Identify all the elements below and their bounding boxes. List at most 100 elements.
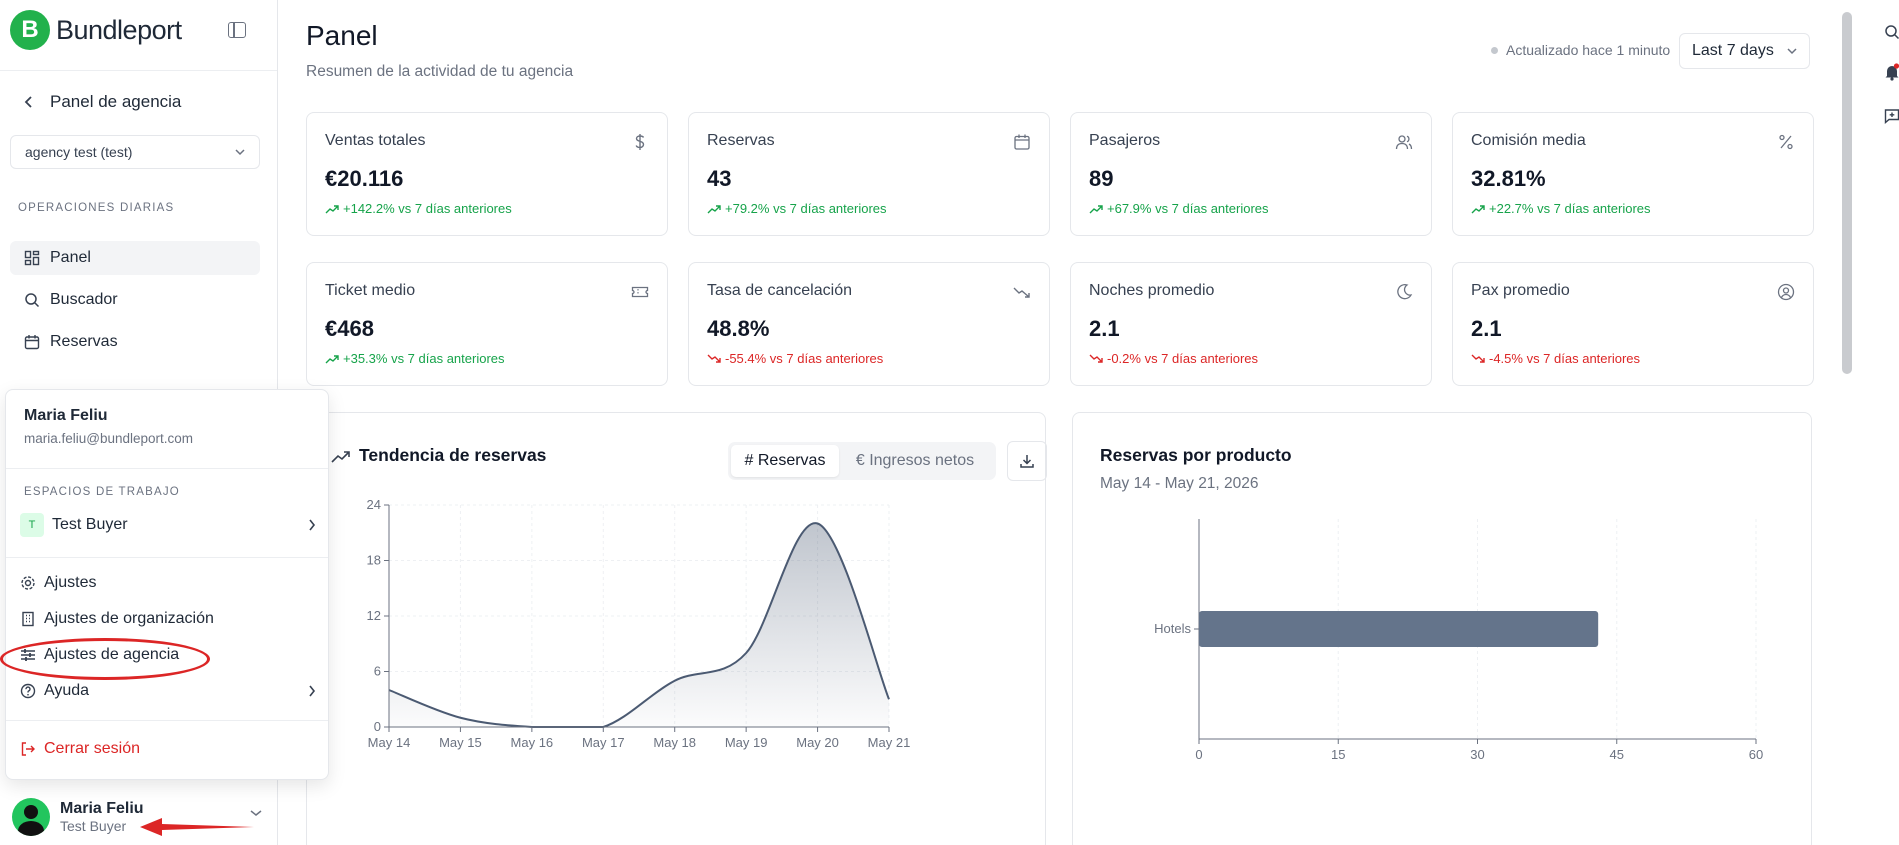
sidebar-item-label: Reservas xyxy=(50,333,118,350)
brand-logo[interactable]: B Bundleport xyxy=(10,10,182,50)
calendar-icon xyxy=(24,335,40,350)
user-footer[interactable]: Maria Feliu Test Buyer xyxy=(12,795,262,839)
menu-item-label: Ayuda xyxy=(44,682,90,699)
sidebar-toggle-icon[interactable] xyxy=(228,22,246,38)
kpi-value: 89 xyxy=(1089,166,1114,191)
bookings-by-product-subtitle: May 14 - May 21, 2026 xyxy=(1100,475,1259,492)
y-tick-label: 12 xyxy=(367,608,381,623)
kpi-delta-text: +142.2% vs 7 días anteriores xyxy=(343,201,512,216)
kpi-delta-text: +22.7% vs 7 días anteriores xyxy=(1489,201,1651,216)
download-icon xyxy=(1020,455,1034,468)
workspace-item[interactable]: T Test Buyer xyxy=(20,511,316,539)
menu-item-help[interactable]: Ayuda xyxy=(20,677,316,705)
trending-down-icon xyxy=(1013,287,1030,298)
sidebar-item-reservas[interactable]: Reservas xyxy=(10,325,260,359)
logout-button[interactable]: Cerrar sesión xyxy=(20,735,316,763)
date-range-select[interactable]: Last 7 days xyxy=(1679,33,1810,69)
kpi-value: 48.8% xyxy=(707,316,770,341)
kpi-delta-text: +35.3% vs 7 días anteriores xyxy=(343,351,505,366)
main-content: Panel Resumen de la actividad de tu agen… xyxy=(279,0,1839,845)
feedback-icon[interactable] xyxy=(1884,108,1899,124)
date-range-value: Last 7 days xyxy=(1692,42,1774,59)
bookings-trend-title: Tendencia de reservas xyxy=(359,445,547,465)
x-tick-label: 0 xyxy=(1195,747,1202,762)
x-tick-label: 60 xyxy=(1749,747,1763,762)
chevron-down-icon xyxy=(235,149,245,156)
search-icon[interactable] xyxy=(1884,24,1899,40)
dashboard-icon xyxy=(24,250,40,266)
series-line xyxy=(388,522,890,728)
chevron-down-icon xyxy=(1787,48,1797,55)
trending-up-icon xyxy=(325,354,339,363)
menu-item-settings[interactable]: Ajustes xyxy=(20,569,316,597)
bookings-trend-chart: 0 6 12 18 24 May 14 May 15 May 16 May 17 May 18 Ma… xyxy=(367,497,911,750)
kpi-delta: -4.5% vs 7 días anteriores xyxy=(1471,351,1640,366)
updated-text: Actualizado hace 1 minuto xyxy=(1506,42,1671,58)
avatar xyxy=(12,798,50,836)
bar-hotels xyxy=(1199,611,1599,647)
kpi-title: Pax promedio xyxy=(1471,282,1570,299)
user-footer-name: Maria Feliu xyxy=(60,800,144,817)
section-label-operations: OPERACIONES DIARIAS xyxy=(18,202,175,214)
trending-up-icon xyxy=(1471,204,1485,213)
bell-icon[interactable] xyxy=(1884,63,1899,81)
x-tick-label: May 21 xyxy=(868,735,911,750)
kpi-title: Ticket medio xyxy=(325,282,416,299)
kpi-card-total-sales: Ventas totales €20.116 +142.2% vs 7 días… xyxy=(306,112,668,236)
x-tick-label: May 16 xyxy=(511,735,554,750)
back-label: Panel de agencia xyxy=(50,92,182,111)
menu-item-organization-settings[interactable]: Ajustes de organización xyxy=(20,605,316,633)
dollar-icon xyxy=(635,134,645,150)
download-button[interactable] xyxy=(1007,441,1047,481)
ticket-icon xyxy=(631,286,649,298)
divider xyxy=(0,70,277,71)
sidebar-item-buscador[interactable]: Buscador xyxy=(10,283,260,317)
user-circle-icon xyxy=(1777,283,1795,301)
x-tick-label: May 18 xyxy=(653,735,696,750)
kpi-delta: +22.7% vs 7 días anteriores xyxy=(1471,201,1651,216)
page-subtitle: Resumen de la actividad de tu agencia xyxy=(306,63,574,80)
bookings-by-product-title: Reservas por producto xyxy=(1100,445,1292,465)
bookings-by-product-card: Reservas por producto May 14 - May 21, 2… xyxy=(1072,412,1812,845)
kpi-title: Pasajeros xyxy=(1089,132,1161,149)
scrollbar[interactable] xyxy=(1842,12,1852,374)
back-to-agency-panel[interactable]: Panel de agencia xyxy=(24,92,181,112)
kpi-card-cancellation-rate: Tasa de cancelación 48.8% -55.4% vs 7 dí… xyxy=(688,262,1050,386)
sidebar-item-label: Panel xyxy=(50,249,91,266)
kpi-card-bookings: Reservas 43 +79.2% vs 7 días anteriores xyxy=(688,112,1050,236)
kpi-card-avg-pax: Pax promedio 2.1 -4.5% vs 7 días anterio… xyxy=(1452,262,1814,386)
kpi-value: €20.116 xyxy=(325,166,404,191)
x-tick-label: May 14 xyxy=(368,735,411,750)
tab-net-revenue[interactable]: € Ingresos netos xyxy=(855,452,975,469)
bookings-by-product-chart: Hotels 0 15 30 45 60 xyxy=(1154,519,1763,762)
trending-up-icon xyxy=(325,204,339,213)
x-tick-label: 15 xyxy=(1331,747,1345,762)
divider xyxy=(6,468,328,469)
x-tick-label: May 20 xyxy=(796,735,839,750)
kpi-value: 43 xyxy=(707,166,732,191)
kpi-delta-text: +67.9% vs 7 días anteriores xyxy=(1107,201,1269,216)
kpi-delta: +67.9% vs 7 días anteriores xyxy=(1089,201,1269,216)
kpi-card-avg-commission: Comisión media 32.81% +22.7% vs 7 días a… xyxy=(1452,112,1814,236)
user-menu-popup: Maria Feliu maria.feliu@bundleport.com E… xyxy=(5,389,329,780)
agency-select[interactable]: agency test (test) xyxy=(10,135,260,169)
user-menu-email: maria.feliu@bundleport.com xyxy=(24,431,194,446)
kpi-card-passengers: Pasajeros 89 +67.9% vs 7 días anteriores xyxy=(1070,112,1432,236)
workspaces-label: ESPACIOS DE TRABAJO xyxy=(24,486,180,498)
search-icon xyxy=(25,293,40,308)
tab-bookings[interactable]: # Reservas xyxy=(731,445,839,477)
metric-toggle: # Reservas € Ingresos netos xyxy=(728,442,996,480)
workspace-badge: T xyxy=(20,513,44,537)
kpi-delta-text: -0.2% vs 7 días anteriores xyxy=(1107,351,1259,366)
sidebar-item-panel[interactable]: Panel xyxy=(10,241,260,275)
brand-name: Bundleport xyxy=(56,14,182,45)
kpi-delta: -55.4% vs 7 días anteriores xyxy=(707,351,883,366)
y-tick-label: 0 xyxy=(374,719,381,734)
x-tick-label: 45 xyxy=(1610,747,1624,762)
user-footer-text: Maria Feliu Test Buyer xyxy=(60,800,144,834)
y-tick-label: 24 xyxy=(367,497,381,512)
y-tick-label: 18 xyxy=(367,553,381,568)
percent-icon xyxy=(1779,134,1793,150)
kpi-title: Reservas xyxy=(707,132,775,149)
